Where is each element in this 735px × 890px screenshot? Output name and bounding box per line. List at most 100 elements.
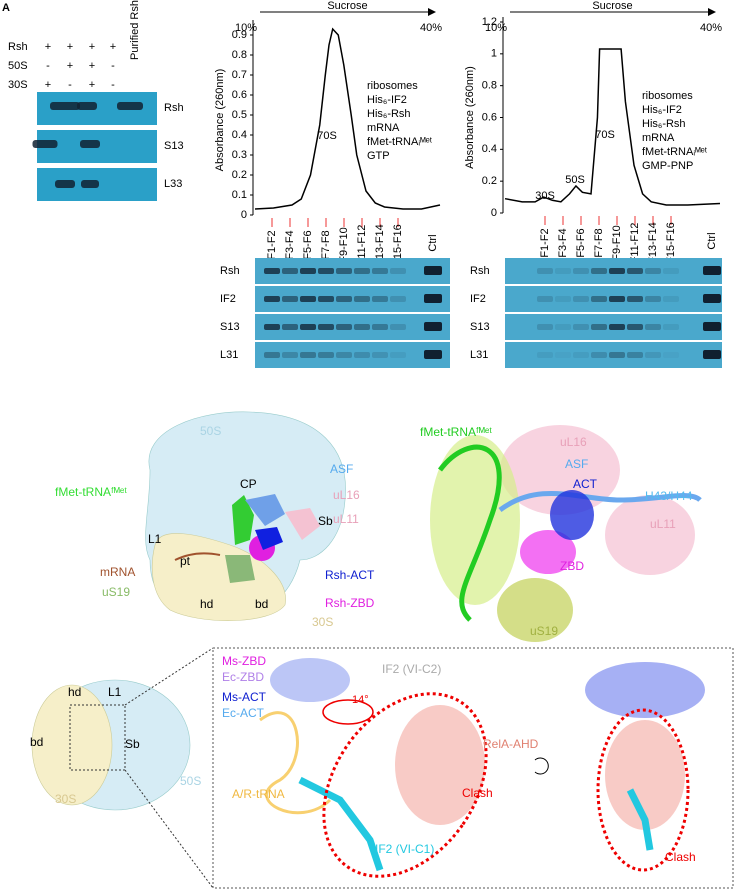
row-label: Rsh (8, 41, 28, 53)
band (354, 324, 370, 330)
band (390, 352, 406, 358)
lane-sign: - (46, 60, 50, 72)
mrna (174, 552, 221, 561)
act-ribbons (585, 662, 705, 718)
band (372, 324, 388, 330)
y-axis-label: Absorbance (260nm) (464, 66, 476, 169)
blot-label: S13 (470, 321, 490, 333)
y-tick-label: 0.6 (232, 89, 247, 101)
lane-sign: + (45, 41, 51, 53)
structure-label: 30S (55, 792, 76, 806)
band (354, 268, 370, 274)
structure-label: Ms-ACT (222, 690, 267, 704)
band (591, 324, 607, 330)
band (537, 296, 553, 302)
blot-label: Rsh (164, 102, 184, 114)
lane-header: Purified Rsh (129, 0, 141, 60)
fraction-label: F11-F12 (629, 223, 641, 264)
band (609, 296, 625, 302)
y-tick-label: 0.2 (232, 169, 247, 181)
peak-label: 70S (317, 130, 337, 142)
structure-label: IF2 (VI-C2) (382, 662, 441, 676)
band (591, 296, 607, 302)
fraction-label: F15-F16 (392, 224, 404, 266)
band (609, 324, 625, 330)
band (282, 324, 298, 330)
band (390, 268, 406, 274)
lane-sign: - (68, 79, 72, 91)
blot-label: S13 (164, 140, 184, 152)
clash-ellipse (596, 708, 690, 872)
structure-label: bd (255, 597, 268, 611)
band (573, 268, 589, 274)
asf-ribbon (498, 490, 702, 513)
fraction-label: F9-F10 (611, 225, 623, 260)
gradient-low: 10% (235, 22, 257, 34)
blot-label: Rsh (470, 265, 490, 277)
band (645, 268, 661, 274)
y-tick-label: 1 (491, 48, 497, 60)
band (282, 296, 298, 302)
fraction-label: F5-F6 (302, 230, 314, 259)
band (703, 294, 721, 303)
structure-label: Rsh-ACT (325, 568, 375, 582)
structure-label: A/R-tRNA (232, 787, 285, 801)
structure-label: hd (68, 685, 81, 699)
band (703, 266, 721, 275)
structure-label: L1 (148, 532, 162, 546)
condition-text: ribosomes (367, 80, 418, 92)
band (645, 296, 661, 302)
y-tick-label: 0.2 (482, 175, 497, 187)
structure-label: mRNA (100, 565, 135, 579)
lane-sign: - (111, 79, 115, 91)
trna (232, 495, 254, 545)
band (336, 268, 352, 274)
band (609, 352, 625, 358)
structure-label: ZBD (560, 559, 584, 573)
zbd-surface (520, 530, 576, 574)
band (591, 268, 607, 274)
band (591, 352, 607, 358)
structure-label: Sb (125, 737, 140, 751)
gradient-label: Sucrose (327, 0, 367, 12)
structure-label: uS19 (102, 585, 130, 599)
detail-box (212, 647, 734, 889)
band (627, 352, 643, 358)
panel-letter: A (2, 2, 10, 14)
fraction-label: F3-F4 (557, 228, 569, 257)
gradient-label: Sucrose (592, 0, 632, 12)
lane-sign: + (89, 60, 95, 72)
ahd-surface (395, 705, 485, 825)
structure-label: uS19 (530, 624, 558, 638)
band (55, 180, 75, 188)
y-tick-label: 0.1 (232, 189, 247, 201)
rotate-icon (534, 757, 549, 775)
zoom-line (124, 769, 214, 889)
blot-label: L33 (164, 178, 182, 190)
band (282, 352, 298, 358)
structure-label: 30S (312, 615, 333, 629)
band (318, 296, 334, 302)
band (32, 140, 58, 148)
lane-sign: + (89, 41, 95, 53)
band (336, 296, 352, 302)
act-ribbons (270, 658, 350, 702)
fraction-label: F5-F6 (575, 228, 587, 257)
band (573, 324, 589, 330)
y-tick-label: 0.8 (482, 80, 497, 92)
peak-label: 50S (565, 174, 585, 186)
lane-sign: + (45, 79, 51, 91)
condition-text: His₆-Rsh (367, 108, 411, 120)
y-tick-label: 0.4 (232, 129, 247, 141)
band (573, 296, 589, 302)
structure-label: ACT (573, 477, 598, 491)
structure-label: fMet-tRNAᶠᴹᵉᵗ (55, 485, 127, 499)
fraction-label: F7-F8 (320, 230, 332, 259)
band (50, 102, 80, 110)
ahd-surface (605, 720, 685, 830)
y-tick-label: 0.4 (482, 143, 497, 155)
band (354, 352, 370, 358)
us19 (225, 555, 255, 583)
condition-text: fMet-tRNAᵢᴹᵉᵗ (367, 136, 433, 148)
ul11-surface (605, 495, 695, 575)
